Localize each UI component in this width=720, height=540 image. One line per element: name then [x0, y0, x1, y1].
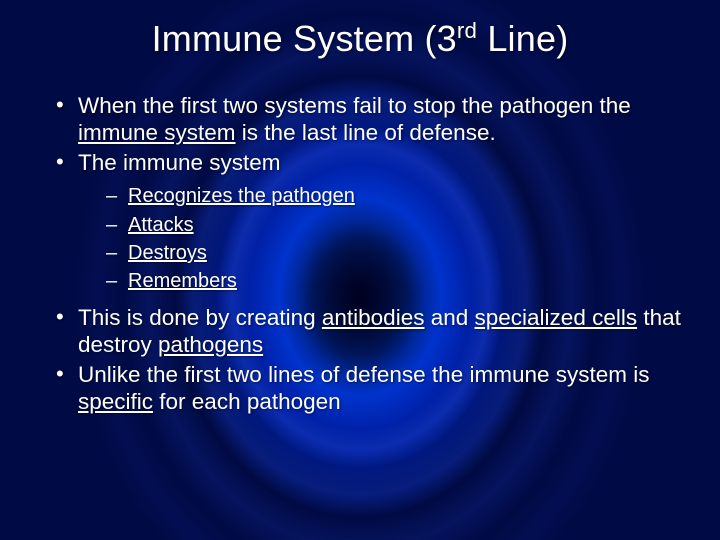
sub-bullet-item: Destroys: [106, 239, 682, 267]
text-segment: This is done by creating: [78, 305, 322, 330]
bullet-item: The immune system Recognizes the pathogen…: [56, 149, 682, 296]
text-segment: specific: [78, 389, 153, 414]
text-segment: and: [424, 305, 474, 330]
bullet-item: When the first two systems fail to stop …: [56, 92, 682, 147]
slide-content: Immune System (3rd Line) When the first …: [0, 0, 720, 540]
text-segment: pathogens: [158, 332, 263, 357]
text-segment: Remembers: [128, 270, 237, 292]
text-segment: Recognizes the pathogen: [128, 185, 355, 207]
bullet-list: When the first two systems fail to stop …: [38, 92, 682, 416]
sub-bullet-item: Attacks: [106, 211, 682, 239]
bullet-item: Unlike the first two lines of defense th…: [56, 361, 682, 416]
text-segment: Unlike the first two lines of defense th…: [78, 362, 650, 387]
text-segment: antibodies: [322, 305, 425, 330]
text-segment: immune system: [78, 120, 236, 145]
text-segment: The immune system: [78, 150, 281, 175]
text-segment: specialized cells: [475, 305, 638, 330]
sub-bullet-list: Recognizes the pathogen Attacks Destroys Re…: [78, 182, 682, 296]
text-segment: for each pathogen: [153, 389, 341, 414]
sub-bullet-item: Recognizes the pathogen: [106, 182, 682, 210]
bullet-item: This is done by creating antibodies and …: [56, 304, 682, 359]
text-segment: When the first two systems fail to stop …: [78, 93, 631, 118]
text-segment: Attacks: [128, 214, 194, 236]
text-segment: Destroys: [128, 242, 207, 264]
title-pre: Immune System (3: [152, 18, 457, 59]
title-post: Line): [477, 18, 568, 59]
text-segment: is the last line of defense.: [236, 120, 496, 145]
slide-title: Immune System (3rd Line): [38, 18, 682, 60]
title-sup: rd: [457, 18, 477, 43]
sub-bullet-item: Remembers: [106, 267, 682, 295]
